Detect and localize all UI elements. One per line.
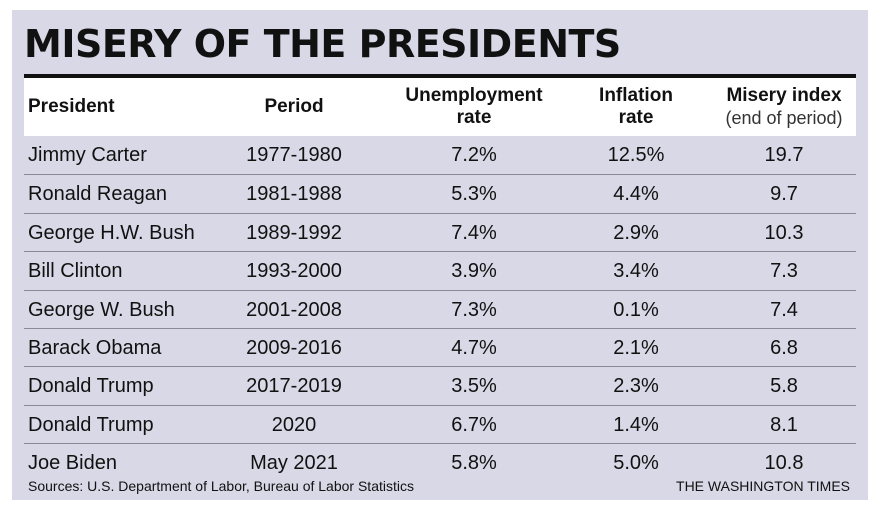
- cell-inflation: 1.4%: [613, 413, 659, 436]
- cell-unemployment: 6.7%: [451, 413, 497, 436]
- cell-period: 2009-2016: [246, 336, 342, 359]
- page-title: MISERY OF THE PRESIDENTS: [24, 22, 621, 66]
- table-row: Bill Clinton 1993-2000 3.9% 3.4% 7.3: [24, 251, 856, 289]
- table-row: Ronald Reagan 1981-1988 5.3% 4.4% 9.7: [24, 174, 856, 212]
- cell-misery: 7.3: [770, 260, 798, 283]
- header-inflation-line1: Inflation: [599, 85, 673, 106]
- header-inflation-line2: rate: [618, 107, 654, 128]
- cell-period: 1989-1992: [246, 221, 342, 244]
- table-header: President Period Unemployment rate Infla…: [24, 78, 856, 136]
- header-period-label: Period: [264, 96, 324, 117]
- header-president: President: [28, 78, 115, 136]
- header-inflation: Inflation rate: [556, 78, 716, 136]
- cell-misery: 10.3: [764, 221, 804, 244]
- cell-president: George H.W. Bush: [28, 221, 195, 244]
- cell-inflation: 5.0%: [613, 452, 659, 475]
- cell-misery: 8.1: [770, 413, 798, 436]
- cell-unemployment: 5.8%: [451, 452, 497, 475]
- header-misery: Misery index (end of period): [704, 78, 864, 136]
- cell-unemployment: 7.3%: [451, 298, 497, 321]
- cell-unemployment: 3.9%: [451, 260, 497, 283]
- header-period: Period: [209, 78, 379, 136]
- cell-period: 2001-2008: [246, 298, 342, 321]
- header-president-label: President: [28, 96, 115, 117]
- cell-misery: 10.8: [764, 452, 804, 475]
- cell-period: 2020: [271, 413, 317, 436]
- header-misery-line1: Misery index: [726, 85, 842, 106]
- cell-unemployment: 3.5%: [451, 375, 497, 398]
- cell-president: Ronald Reagan: [28, 183, 167, 206]
- footer: Sources: U.S. Department of Labor, Burea…: [24, 476, 856, 496]
- cell-misery: 6.8: [770, 336, 798, 359]
- cell-president: Donald Trump: [28, 413, 154, 436]
- cell-inflation: 2.3%: [613, 375, 659, 398]
- table-row: Donald Trump 2017-2019 3.5% 2.3% 5.8: [24, 366, 856, 404]
- table-body: Jimmy Carter 1977-1980 7.2% 12.5% 19.7 R…: [24, 136, 856, 482]
- table-row: Joe Biden May 2021 5.8% 5.0% 10.8: [24, 443, 856, 481]
- cell-inflation: 0.1%: [613, 298, 659, 321]
- cell-president: Joe Biden: [28, 452, 117, 475]
- source-note: Sources: U.S. Department of Labor, Burea…: [28, 478, 414, 494]
- cell-unemployment: 4.7%: [451, 336, 497, 359]
- cell-period: 1993-2000: [246, 260, 342, 283]
- title-rule: [24, 74, 856, 78]
- table-row: Donald Trump 2020 6.7% 1.4% 8.1: [24, 404, 856, 443]
- table-row: George H.W. Bush 1989-1992 7.4% 2.9% 10.…: [24, 212, 856, 251]
- cell-misery: 7.4: [770, 298, 798, 321]
- cell-misery: 5.8: [770, 375, 798, 398]
- header-unemployment: Unemployment rate: [394, 78, 554, 136]
- header-unemployment-line2: rate: [456, 107, 492, 128]
- cell-inflation: 12.5%: [607, 144, 665, 166]
- cell-unemployment: 5.3%: [451, 183, 497, 206]
- infographic-card: MISERY OF THE PRESIDENTS President Perio…: [12, 10, 868, 500]
- cell-period: May 2021: [250, 452, 338, 475]
- cell-president: Barack Obama: [28, 336, 162, 359]
- cell-president: George W. Bush: [28, 298, 175, 321]
- cell-period: 2017-2019: [246, 375, 342, 398]
- cell-inflation: 3.4%: [613, 260, 659, 283]
- table-row: Barack Obama 2009-2016 4.7% 2.1% 6.8: [24, 327, 856, 366]
- publisher-credit: THE WASHINGTON TIMES: [676, 478, 850, 494]
- cell-president: Bill Clinton: [28, 260, 123, 283]
- cell-inflation: 2.1%: [613, 336, 659, 359]
- cell-president: Donald Trump: [28, 375, 154, 398]
- cell-unemployment: 7.2%: [451, 144, 497, 166]
- cell-inflation: 2.9%: [613, 221, 659, 244]
- header-misery-line2: (end of period): [725, 108, 843, 128]
- cell-unemployment: 7.4%: [451, 221, 497, 244]
- cell-misery: 9.7: [770, 183, 798, 206]
- cell-period: 1977-1980: [246, 144, 342, 166]
- cell-inflation: 4.4%: [613, 183, 659, 206]
- cell-misery: 19.7: [764, 144, 804, 166]
- table-row: George W. Bush 2001-2008 7.3% 0.1% 7.4: [24, 289, 856, 328]
- header-unemployment-line1: Unemployment: [405, 85, 543, 106]
- table-row: Jimmy Carter 1977-1980 7.2% 12.5% 19.7: [24, 136, 856, 174]
- cell-period: 1981-1988: [246, 183, 342, 206]
- cell-president: Jimmy Carter: [28, 144, 147, 166]
